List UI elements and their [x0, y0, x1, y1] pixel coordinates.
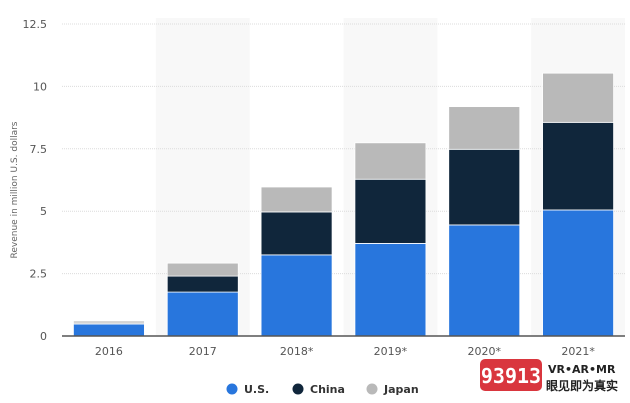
bar-japan-2019	[354, 142, 427, 180]
legend-marker-japan	[366, 383, 378, 395]
svg-text:眼见即为真实: 眼见即为真实	[546, 378, 618, 393]
bar-china-2020	[448, 148, 521, 226]
y-tick-label: 10	[33, 80, 47, 93]
svg-text:VR•AR•MR: VR•AR•MR	[548, 363, 616, 376]
y-axis-label: Revenue in million U.S. dollars	[10, 121, 20, 258]
legend-label-china: China	[310, 383, 345, 396]
watermark-logo: 93913 VR•AR•MR 眼见即为真实	[478, 357, 628, 401]
bar-us-2017	[166, 291, 239, 337]
bar-japan-2016	[73, 320, 145, 324]
y-tick-label: 5	[40, 205, 47, 218]
bar-japan-2018	[260, 186, 333, 213]
y-tick-label: 0	[40, 330, 47, 343]
bar-us-2019	[354, 242, 427, 337]
x-tick-label: 2018*	[280, 345, 314, 358]
bar-china-2017	[166, 275, 239, 293]
bar-us-2021	[542, 209, 614, 337]
svg-text:93913: 93913	[481, 364, 541, 388]
bar-japan-2020	[448, 106, 521, 150]
y-tick-label: 7.5	[30, 143, 48, 156]
bar-japan-2017	[166, 262, 239, 277]
legend-label-us: U.S.	[244, 383, 269, 396]
x-tick-label: 2016	[95, 345, 123, 358]
x-tick-label: 2020*	[468, 345, 502, 358]
x-tick-label: 2017	[189, 345, 217, 358]
bar-china-2018	[260, 211, 333, 256]
bar-japan-2021	[542, 72, 614, 123]
y-tick-label: 12.5	[23, 18, 48, 31]
legend-marker-us	[226, 383, 238, 395]
bar-us-2020	[448, 224, 521, 337]
x-tick-label: 2021*	[561, 345, 595, 358]
bar-us-2016	[73, 323, 145, 337]
legend-label-japan: Japan	[383, 383, 419, 396]
bar-china-2019	[354, 178, 427, 244]
x-tick-label: 2019*	[374, 345, 408, 358]
legend-marker-china	[292, 383, 304, 395]
y-tick-label: 2.5	[30, 268, 48, 281]
bar-china-2021	[542, 121, 614, 211]
bar-us-2018	[260, 254, 333, 337]
